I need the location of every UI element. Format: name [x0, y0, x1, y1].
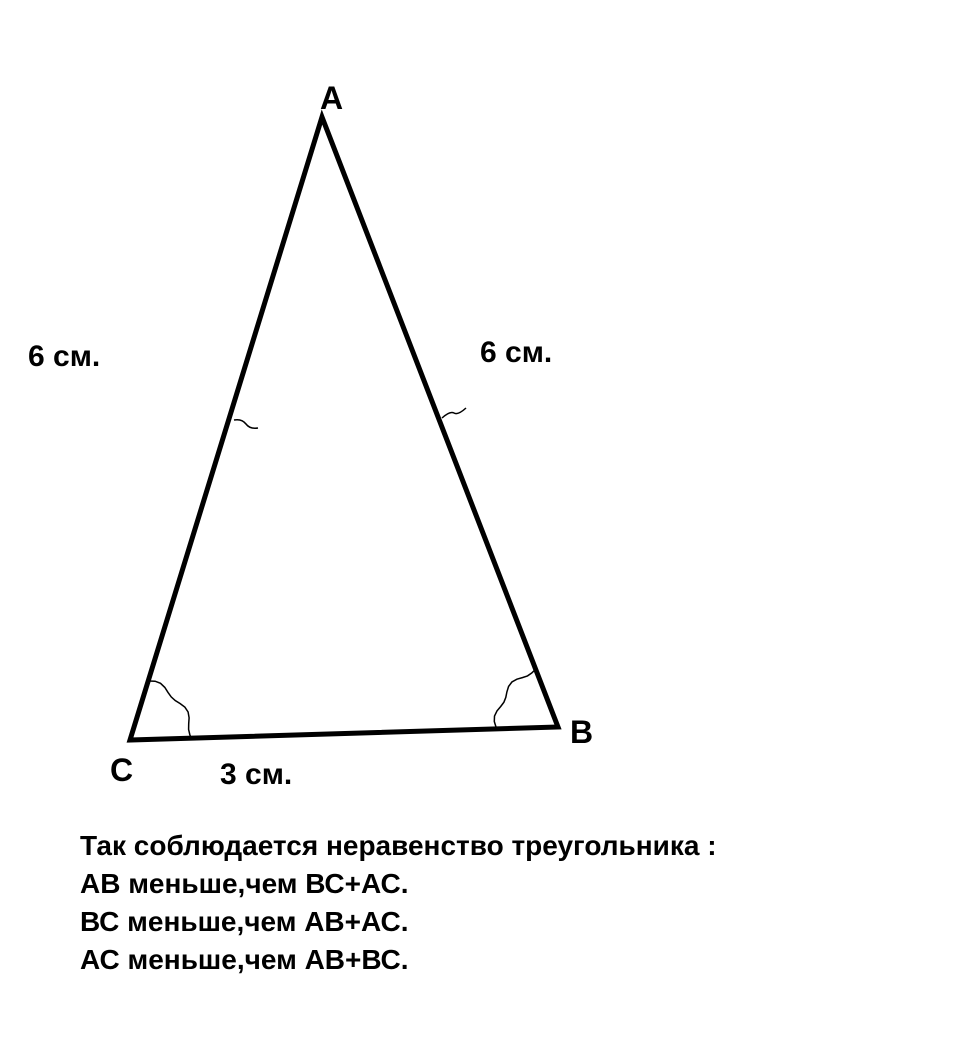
side-label-ab: 6 см.	[480, 336, 552, 370]
text-line-4: АС меньше,чем АВ+ВС.	[80, 944, 717, 976]
text-line-2: АВ меньше,чем ВС+АС.	[80, 868, 717, 900]
explanation-text: Так соблюдается неравенство треугольника…	[80, 830, 717, 982]
text-line-3: ВС меньше,чем АВ+АС.	[80, 906, 717, 938]
vertex-label-c: С	[110, 752, 133, 789]
vertex-label-a: A	[320, 80, 343, 117]
side-label-ac: 6 см.	[28, 340, 100, 374]
triangle-shape	[130, 117, 558, 740]
tick-marks	[234, 408, 466, 428]
vertex-label-b: B	[570, 714, 593, 751]
side-label-bc: 3 см.	[220, 758, 292, 792]
diagram-container: A B С 6 см. 6 см. 3 см. Так соблюдается …	[0, 0, 960, 1052]
text-line-1: Так соблюдается неравенство треугольника…	[80, 830, 717, 862]
